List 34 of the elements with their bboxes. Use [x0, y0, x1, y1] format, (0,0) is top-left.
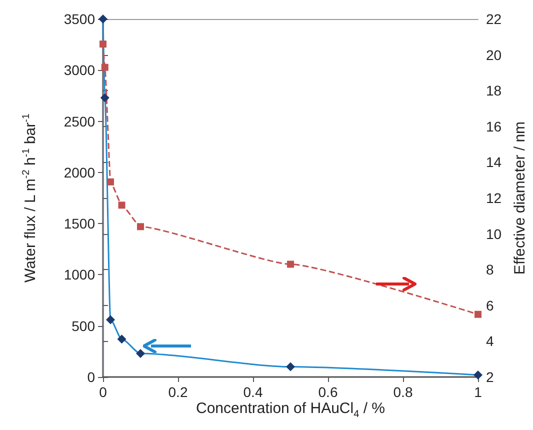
x-tick-label: 1	[474, 384, 482, 400]
y-tick-label: 2000	[64, 164, 96, 180]
x-tick-label: 0.2	[168, 384, 188, 400]
point	[137, 223, 144, 230]
y2-tick-label: 6	[486, 297, 494, 314]
y-tick-label: 1500	[64, 216, 96, 232]
x-tick-label: 0.4	[243, 384, 263, 400]
point	[107, 178, 114, 186]
point	[118, 202, 126, 209]
y2-tick-label: 12	[486, 190, 502, 206]
x-tick-label: 0	[99, 384, 108, 400]
y2-tick-label: 8	[486, 262, 494, 278]
y2-tick-label: 14	[486, 154, 502, 170]
x-tick-label: 0.8	[393, 384, 413, 400]
point	[100, 40, 106, 48]
y2-tick-label: 10	[486, 226, 502, 242]
y2-tick-label: 22	[486, 11, 502, 27]
point	[287, 260, 294, 268]
y-tick-label: 3000	[64, 62, 96, 78]
y2-tick-label: 16	[486, 118, 502, 134]
y-tick-label: 3500	[64, 11, 96, 27]
y2-tick-label: 18	[486, 82, 502, 99]
y-tick-label: 0	[87, 369, 96, 385]
y2-tick-label: 2	[486, 369, 494, 385]
y2-axis-title: Effective diameter / nm	[512, 121, 528, 275]
x-tick-label: 0.6	[318, 384, 338, 400]
y-tick-label: 2500	[64, 113, 96, 130]
y2-tick-label: 20	[486, 46, 502, 63]
point	[474, 310, 482, 318]
y-tick-label: 1000	[64, 266, 96, 283]
y-tick-label: 500	[72, 318, 96, 334]
y2-tick-label: 4	[486, 333, 494, 350]
x-axis-title: Concentration of HAuCl$_{4}$ / %	[195, 400, 386, 420]
point	[101, 64, 108, 71]
